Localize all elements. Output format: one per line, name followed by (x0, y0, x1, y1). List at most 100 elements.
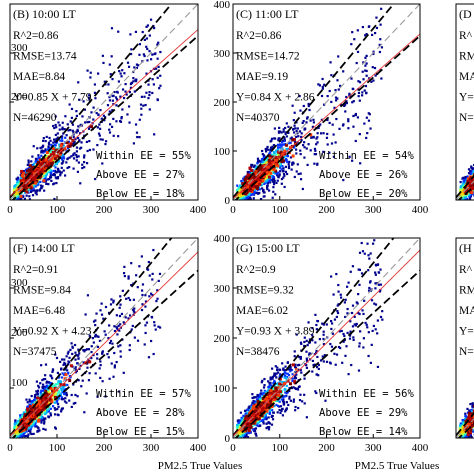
data-point (78, 98, 81, 101)
data-point (342, 340, 345, 343)
data-point (116, 327, 119, 330)
data-point-core (45, 392, 49, 396)
data-point-core (43, 399, 47, 403)
data-point (42, 378, 45, 381)
data-point (350, 43, 353, 46)
data-point (26, 167, 29, 170)
data-point-core (28, 404, 32, 408)
data-point (45, 384, 48, 387)
data-point-core (261, 179, 265, 183)
data-point (109, 73, 112, 76)
data-point (42, 175, 46, 178)
data-point (332, 133, 335, 136)
data-point (86, 348, 89, 351)
data-point (349, 320, 352, 323)
data-point (13, 426, 16, 430)
data-point (251, 171, 254, 175)
data-point (25, 398, 28, 401)
data-point (308, 353, 311, 356)
data-point (60, 162, 63, 165)
data-point (48, 176, 52, 179)
data-point (243, 196, 246, 199)
data-point (140, 113, 143, 116)
data-point (153, 133, 156, 136)
data-point (86, 366, 89, 369)
data-point (148, 91, 151, 94)
data-point (317, 363, 320, 367)
data-point (284, 170, 287, 173)
data-point (257, 159, 260, 162)
data-point (122, 371, 125, 374)
data-point (13, 187, 16, 190)
data-point (88, 148, 91, 152)
data-point (339, 84, 342, 87)
data-point-core (44, 389, 48, 393)
fit-line (10, 251, 198, 437)
data-point (377, 271, 380, 274)
data-point (334, 89, 337, 92)
data-point (135, 274, 138, 277)
data-point (148, 295, 151, 298)
data-point (57, 390, 60, 394)
data-point (95, 312, 98, 315)
data-point (336, 311, 340, 315)
data-point (299, 109, 302, 112)
data-point (335, 315, 338, 319)
data-point (98, 367, 101, 370)
data-point-core (24, 177, 28, 181)
data-point (290, 136, 293, 139)
data-point (38, 415, 42, 418)
data-point (315, 143, 318, 146)
data-point (302, 119, 305, 123)
data-point (330, 327, 333, 331)
data-point (65, 161, 68, 164)
data-point (159, 326, 162, 329)
data-point (103, 330, 106, 333)
data-point (289, 156, 293, 159)
y-tick-label: 200 (11, 91, 28, 103)
data-point (359, 330, 362, 333)
data-point-core (58, 149, 62, 153)
data-point (97, 132, 101, 135)
x-tick-label: 300 (143, 442, 160, 454)
data-point (364, 84, 368, 88)
data-point (23, 174, 26, 177)
data-point (278, 166, 282, 169)
data-point (55, 401, 58, 404)
data-point (330, 322, 334, 325)
data-point (135, 131, 139, 134)
data-point (371, 242, 375, 245)
data-point (100, 117, 103, 120)
data-point (51, 377, 54, 380)
data-point (40, 149, 43, 152)
data-point (347, 120, 350, 123)
data-point (381, 318, 384, 321)
data-point (110, 362, 113, 365)
data-point (148, 274, 151, 277)
data-point (120, 75, 123, 78)
data-point (151, 78, 154, 81)
data-point-core (44, 394, 48, 398)
data-point (99, 360, 102, 363)
data-point (111, 94, 114, 98)
data-point (19, 435, 22, 438)
data-point (357, 88, 360, 91)
data-point (65, 401, 68, 404)
data-point (104, 333, 107, 336)
data-point (117, 324, 120, 327)
data-point (114, 96, 118, 99)
data-point-core (283, 152, 287, 156)
data-point (374, 271, 377, 274)
data-point-core (62, 383, 66, 387)
data-point (31, 421, 35, 424)
data-point (32, 189, 35, 192)
data-point (28, 429, 31, 433)
data-point (61, 158, 64, 161)
data-point (271, 179, 274, 182)
data-point (101, 352, 104, 355)
data-point (326, 132, 329, 136)
data-point (93, 91, 97, 94)
data-point (83, 350, 86, 353)
data-point (297, 135, 300, 138)
data-point (147, 356, 151, 359)
